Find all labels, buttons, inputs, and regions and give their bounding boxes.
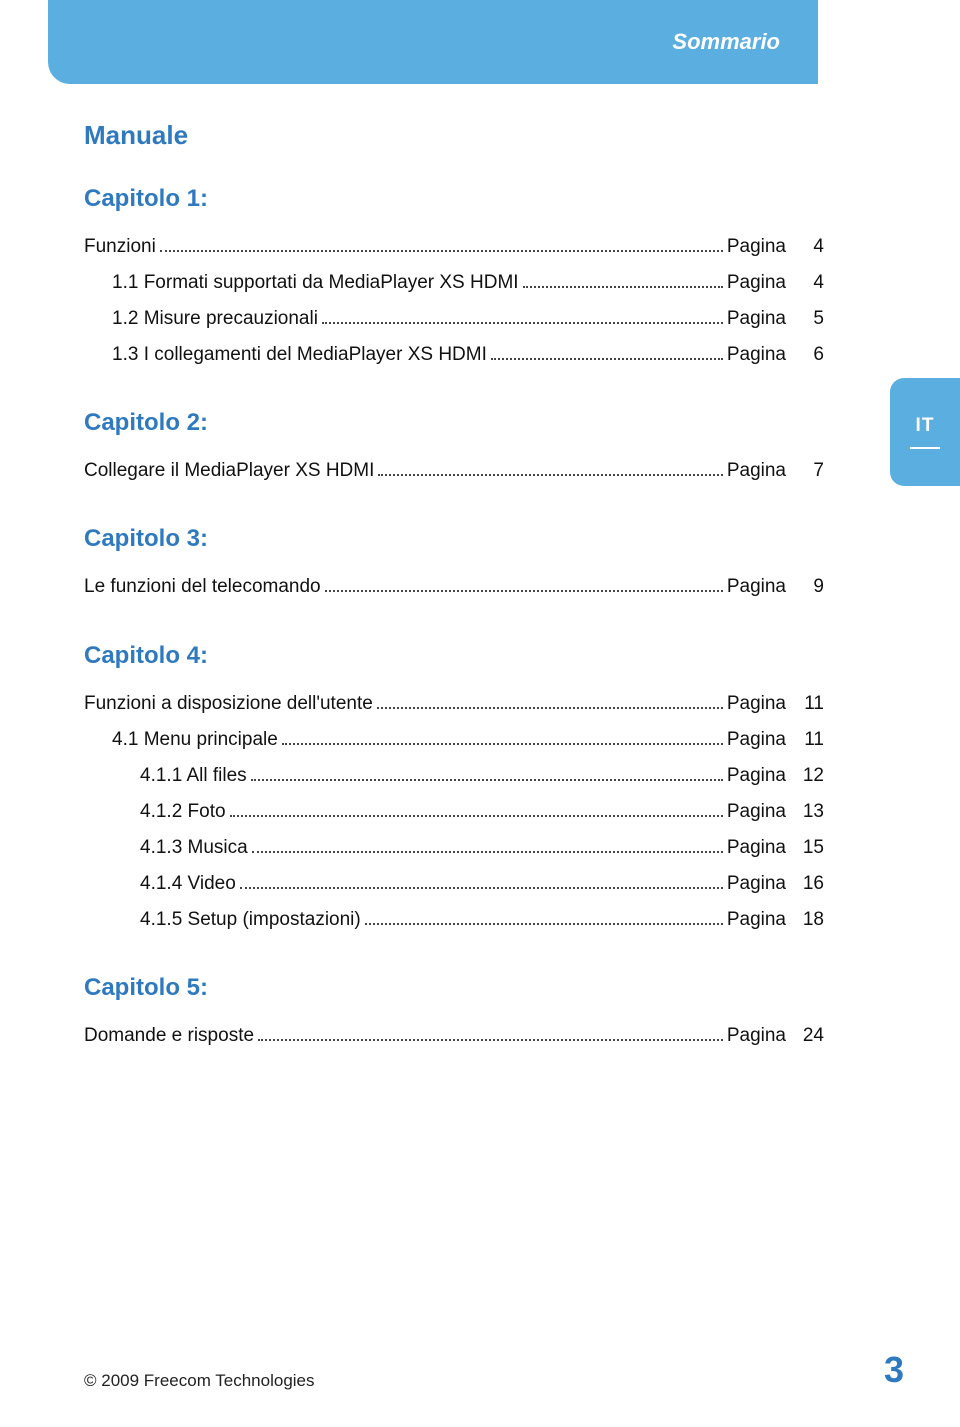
toc-page-number: 15 (796, 830, 824, 866)
toc-entry[interactable]: 1.2 Misure precauzionali Pagina5 (84, 301, 824, 337)
toc-page-number: 4 (796, 265, 824, 301)
toc-page-label: Pagina (727, 830, 796, 866)
toc-page-label: Pagina (727, 453, 796, 489)
toc-page-label: Pagina (727, 794, 796, 830)
toc-page-number: 11 (796, 686, 824, 722)
toc-entry[interactable]: 4.1.2 Foto Pagina13 (84, 794, 824, 830)
toc-page-number: 18 (796, 902, 824, 938)
toc-entry-text: 1.3 I collegamenti del MediaPlayer XS HD… (112, 337, 487, 373)
toc-page-label: Pagina (727, 722, 796, 758)
toc-page-number: 11 (796, 722, 824, 758)
copyright-text: © 2009 Freecom Technologies (84, 1371, 315, 1391)
chapter-heading: Capitolo 5: (84, 974, 824, 1002)
toc-entry-text: 1.2 Misure precauzionali (112, 301, 318, 337)
chapter-heading: Capitolo 4: (84, 642, 824, 670)
toc-leader-dots (251, 779, 723, 781)
toc-page-label: Pagina (727, 569, 796, 605)
toc-leader-dots (252, 851, 723, 853)
language-tab: IT (890, 378, 960, 486)
toc-leader-dots (240, 887, 723, 889)
toc-leader-dots (230, 815, 723, 817)
toc-leader-dots (322, 322, 723, 324)
toc-entry-text: 4.1.4 Video (140, 866, 236, 902)
toc-entry[interactable]: 4.1.3 Musica Pagina15 (84, 830, 824, 866)
manual-title: Manuale (84, 120, 824, 151)
toc-leader-dots (523, 286, 723, 288)
toc-page-label: Pagina (727, 1018, 796, 1054)
toc-page-label: Pagina (727, 686, 796, 722)
toc-page-number: 7 (796, 453, 824, 489)
toc-page-number: 6 (796, 337, 824, 373)
chapter-heading: Capitolo 3: (84, 525, 824, 553)
toc-page-label: Pagina (727, 229, 796, 265)
toc-page-label: Pagina (727, 866, 796, 902)
toc-entry-text: 1.1 Formati supportati da MediaPlayer XS… (112, 265, 519, 301)
toc-entry[interactable]: Funzioni a disposizione dell'utente Pagin… (84, 686, 824, 722)
toc-page-label: Pagina (727, 301, 796, 337)
toc-entry[interactable]: 4.1.1 All files Pagina12 (84, 758, 824, 794)
toc-entry[interactable]: Collegare il MediaPlayer XS HDMI Pagina7 (84, 453, 824, 489)
toc-page-number: 24 (796, 1018, 824, 1054)
toc-page-number: 16 (796, 866, 824, 902)
toc-entry[interactable]: 1.1 Formati supportati da MediaPlayer XS… (84, 265, 824, 301)
toc-entry[interactable]: 4.1.5 Setup (impostazioni) Pagina18 (84, 902, 824, 938)
toc-entry[interactable]: Funzioni Pagina4 (84, 229, 824, 265)
toc-page-number: 5 (796, 301, 824, 337)
toc-leader-dots (282, 743, 723, 745)
toc-page-label: Pagina (727, 265, 796, 301)
toc-entry[interactable]: 4.1 Menu principale Pagina11 (84, 722, 824, 758)
toc-leader-dots (378, 474, 722, 476)
toc-entry-text: 4.1.1 All files (140, 758, 247, 794)
header-bar: Sommario (48, 0, 818, 84)
chapters-container: Capitolo 1:FunzioniPagina41.1 Formati su… (84, 185, 824, 1054)
toc-leader-dots (491, 358, 723, 360)
toc-entry-text: Funzioni a disposizione dell'utente (84, 686, 373, 722)
language-tab-underline (910, 447, 940, 449)
chapter-block: Capitolo 1:FunzioniPagina41.1 Formati su… (84, 185, 824, 373)
toc-entry-text: Funzioni (84, 229, 156, 265)
page-number: 3 (884, 1349, 904, 1391)
toc-page-number: 4 (796, 229, 824, 265)
toc-leader-dots (365, 923, 723, 925)
toc-leader-dots (258, 1039, 723, 1041)
toc-entry-text: 4.1.5 Setup (impostazioni) (140, 902, 361, 938)
toc-page-number: 9 (796, 569, 824, 605)
chapter-heading: Capitolo 2: (84, 409, 824, 437)
chapter-block: Capitolo 5: Domande e risposte Pagina24 (84, 974, 824, 1054)
toc-leader-dots (377, 707, 723, 709)
toc-entry-text: Le funzioni del telecomando (84, 569, 321, 605)
toc-leader-dots (325, 590, 723, 592)
toc-leader-dots (160, 250, 723, 252)
chapter-block: Capitolo 4: Funzioni a disposizione dell'… (84, 642, 824, 939)
toc-page-label: Pagina (727, 337, 796, 373)
toc-page-number: 12 (796, 758, 824, 794)
toc-entry-text: Collegare il MediaPlayer XS HDMI (84, 453, 374, 489)
footer: © 2009 Freecom Technologies 3 (84, 1349, 904, 1391)
toc-content: Manuale Capitolo 1:FunzioniPagina41.1 Fo… (84, 120, 824, 1090)
chapter-block: Capitolo 2: Collegare il MediaPlayer XS H… (84, 409, 824, 489)
toc-page-number: 13 (796, 794, 824, 830)
toc-entry-text: 4.1.2 Foto (140, 794, 226, 830)
chapter-heading: Capitolo 1: (84, 185, 824, 213)
toc-entry[interactable]: Le funzioni del telecomando Pagina9 (84, 569, 824, 605)
chapter-block: Capitolo 3: Le funzioni del telecomando Pa… (84, 525, 824, 605)
toc-entry[interactable]: 4.1.4 Video Pagina16 (84, 866, 824, 902)
toc-entry-text: Domande e risposte (84, 1018, 254, 1054)
toc-entry[interactable]: Domande e risposte Pagina24 (84, 1018, 824, 1054)
toc-entry-text: 4.1 Menu principale (112, 722, 278, 758)
toc-entry[interactable]: 1.3 I collegamenti del MediaPlayer XS HD… (84, 337, 824, 373)
toc-entry-text: 4.1.3 Musica (140, 830, 248, 866)
header-title: Sommario (672, 29, 780, 55)
toc-page-label: Pagina (727, 902, 796, 938)
language-tab-label: IT (916, 415, 935, 437)
toc-page-label: Pagina (727, 758, 796, 794)
